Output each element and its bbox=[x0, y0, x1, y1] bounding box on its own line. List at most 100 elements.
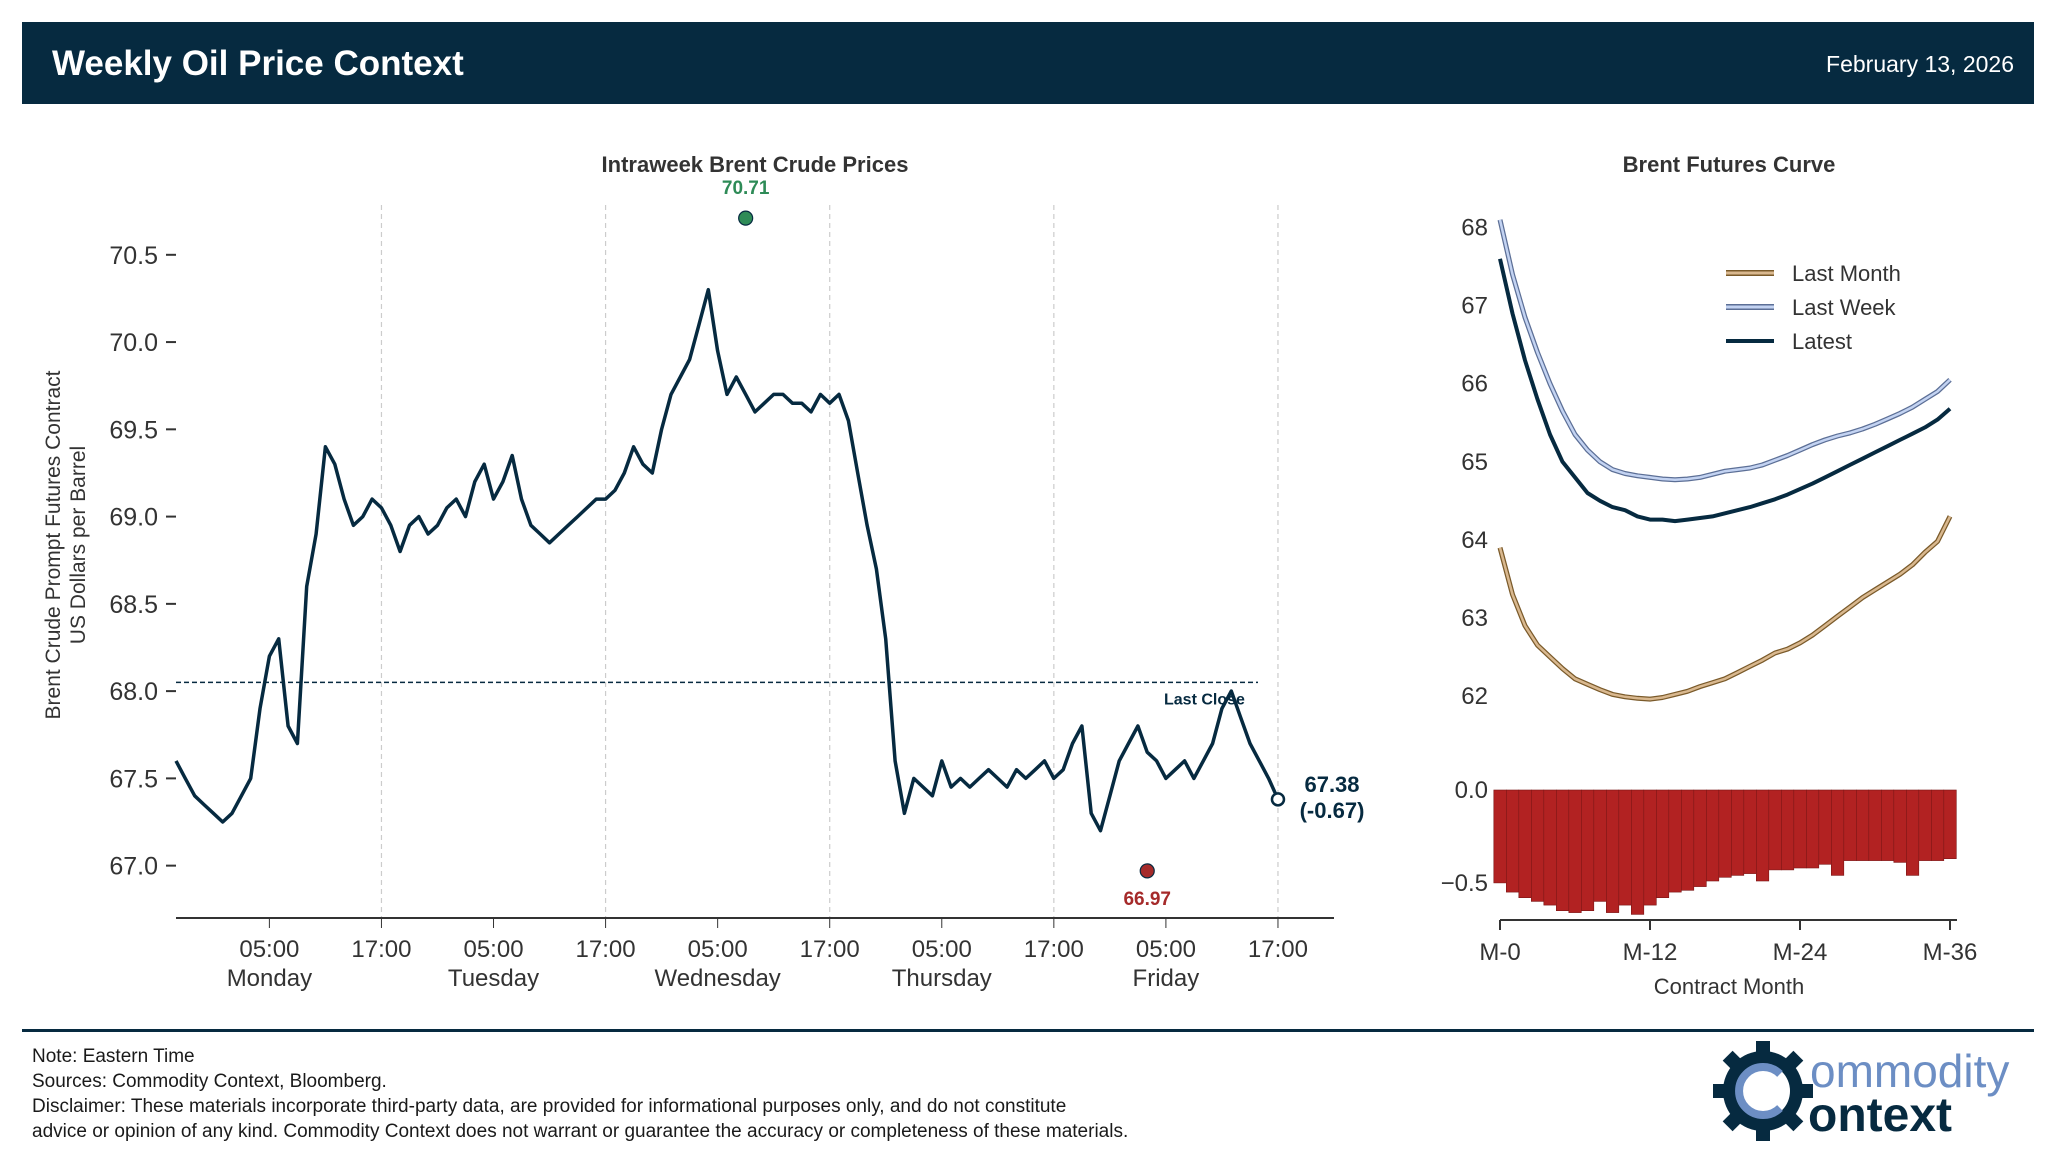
spread-bar-36 bbox=[1943, 789, 1957, 859]
intraweek-y-label-2: US Dollars per Barrel bbox=[67, 446, 90, 644]
spread-bar-14 bbox=[1668, 789, 1682, 893]
futures-legend: Last Month Last Week Latest bbox=[1726, 261, 1901, 354]
spread-bar-11 bbox=[1631, 789, 1645, 915]
weekly-low-label: 66.97 bbox=[1123, 889, 1171, 910]
spread-bar-0 bbox=[1493, 789, 1507, 884]
spread-bar-9 bbox=[1606, 789, 1620, 913]
y-tick-label-1: 67.5 bbox=[109, 765, 158, 793]
spread-bar-2 bbox=[1518, 789, 1532, 898]
spread-bar-29 bbox=[1856, 789, 1870, 861]
footer-notes: Note: Eastern Time Sources: Commodity Co… bbox=[32, 1044, 1128, 1144]
y-tick-label-2: 68.0 bbox=[109, 678, 158, 706]
note-disclaimer-1: Disclaimer: These materials incorporate … bbox=[32, 1096, 1067, 1117]
spread-bar-26 bbox=[1818, 789, 1832, 865]
y-tick-label-7: 70.5 bbox=[109, 242, 158, 270]
x-tick-label-0: 05:00 bbox=[239, 936, 299, 963]
spread-bar-18 bbox=[1718, 789, 1732, 878]
y-tick-label-6: 70.0 bbox=[109, 329, 158, 357]
spread-bar-21 bbox=[1756, 789, 1770, 882]
legend-label-last-week: Last Week bbox=[1792, 295, 1897, 320]
futures-curve-title: Brent Futures Curve bbox=[1623, 152, 1836, 177]
spread-bar-22 bbox=[1768, 789, 1782, 871]
x-tick-day-8: Friday bbox=[1133, 965, 1200, 992]
note-disclaimer-2: advice or opinion of any kind. Commodity… bbox=[32, 1121, 1129, 1142]
spread-bar-13 bbox=[1656, 789, 1670, 898]
x-tick-label-8: 05:00 bbox=[1136, 936, 1196, 963]
note-timezone: Note: Eastern Time bbox=[32, 1046, 195, 1067]
footer-divider bbox=[22, 1029, 2034, 1032]
latest-price-label: 67.38 bbox=[1304, 772, 1359, 797]
latest-change-label: (-0.67) bbox=[1300, 798, 1365, 823]
curve-y-tick-2: 64 bbox=[1461, 527, 1488, 554]
curve-y-tick-4: 66 bbox=[1461, 371, 1488, 398]
x-tick-label-6: 05:00 bbox=[912, 936, 972, 963]
report-date: February 13, 2026 bbox=[1826, 51, 2014, 77]
x-tick-day-6: Thursday bbox=[892, 965, 992, 992]
spread-bar-28 bbox=[1843, 789, 1857, 861]
x-tick-label-1: 17:00 bbox=[351, 936, 411, 963]
x-tick-label-7: 17:00 bbox=[1024, 936, 1084, 963]
x-tick-day-0: Monday bbox=[227, 965, 312, 992]
curve-x-tick-label-1: M-12 bbox=[1623, 939, 1678, 966]
curve-line-last-month-inner bbox=[1498, 515, 1952, 701]
curve-change-bars bbox=[1493, 789, 1957, 915]
x-tick-day-4: Wednesday bbox=[654, 965, 780, 992]
spread-bar-3 bbox=[1531, 789, 1545, 902]
spread-y-tick-0: 0.0 bbox=[1455, 777, 1488, 804]
weekly-low-marker bbox=[1139, 863, 1155, 879]
spread-bar-34 bbox=[1918, 789, 1932, 861]
y-tick-label-5: 69.5 bbox=[109, 416, 158, 444]
curve-x-tick-label-0: M-0 bbox=[1479, 939, 1520, 966]
spread-bar-20 bbox=[1743, 789, 1757, 874]
curve-y-tick-6: 68 bbox=[1461, 215, 1488, 242]
spread-bar-6 bbox=[1568, 789, 1582, 913]
weekly-high-marker bbox=[738, 210, 754, 226]
curve-y-tick-5: 67 bbox=[1461, 293, 1488, 320]
intraweek-chart-title: Intraweek Brent Crude Prices bbox=[602, 152, 909, 177]
spread-y-ticks: 0.0 −0.5 bbox=[1441, 777, 1488, 897]
legend-label-latest: Latest bbox=[1792, 329, 1852, 354]
commodity-context-logo: ommodity ontext bbox=[1708, 1036, 2018, 1146]
x-tick-label-2: 05:00 bbox=[463, 936, 523, 963]
page-title: Weekly Oil Price Context bbox=[52, 44, 464, 83]
weekly-high-label: 70.71 bbox=[722, 178, 770, 199]
curve-line-last-week bbox=[1497, 219, 1952, 483]
spread-bar-7 bbox=[1581, 789, 1595, 911]
latest-price-marker bbox=[1270, 792, 1286, 807]
x-tick-label-3: 17:00 bbox=[576, 936, 636, 963]
futures-curve-series bbox=[1497, 219, 1953, 702]
spread-bar-5 bbox=[1556, 789, 1570, 911]
spread-bar-27 bbox=[1831, 789, 1845, 876]
spread-bar-24 bbox=[1793, 789, 1807, 869]
spread-bar-31 bbox=[1881, 789, 1895, 861]
legend-label-last-month: Last Month bbox=[1792, 261, 1901, 286]
futures-x-ticks: M-0 M-12 M-24 M-36 bbox=[1479, 920, 1977, 966]
brent-price-series bbox=[174, 287, 1280, 833]
intraweek-gridlines bbox=[380, 205, 1279, 918]
x-tick-label-5: 17:00 bbox=[800, 936, 860, 963]
curve-y-tick-3: 65 bbox=[1461, 449, 1488, 476]
intraweek-chart: Intraweek Brent Crude Prices 67.0 67.5 68.… bbox=[42, 152, 1364, 992]
intraweek-y-label-1: Brent Crude Prompt Futures Contract bbox=[42, 370, 65, 719]
futures-y-ticks: 62 63 64 65 66 67 68 bbox=[1461, 215, 1488, 710]
curve-y-tick-0: 62 bbox=[1461, 683, 1488, 710]
x-tick-label-4: 05:00 bbox=[688, 936, 748, 963]
gear-icon bbox=[1713, 1041, 1813, 1141]
curve-line-last-week-inner bbox=[1498, 219, 1951, 481]
logo-word-commodity: ommodity bbox=[1810, 1045, 2010, 1097]
spread-bar-25 bbox=[1806, 789, 1820, 869]
intraweek-y-ticks: 67.0 67.5 68.0 68.5 69.0 69.5 70.0 70.5 bbox=[109, 242, 176, 881]
futures-x-label: Contract Month bbox=[1654, 974, 1804, 999]
spread-bar-1 bbox=[1506, 789, 1520, 893]
spread-bar-23 bbox=[1781, 789, 1795, 871]
spread-bar-19 bbox=[1731, 789, 1745, 876]
spread-bar-33 bbox=[1906, 789, 1920, 876]
spread-bar-4 bbox=[1543, 789, 1557, 906]
spread-y-tick-1: −0.5 bbox=[1441, 870, 1488, 897]
curve-y-tick-1: 63 bbox=[1461, 605, 1488, 632]
spread-bar-12 bbox=[1643, 789, 1657, 906]
y-tick-label-4: 69.0 bbox=[109, 504, 158, 532]
curve-line-latest bbox=[1498, 258, 1952, 524]
